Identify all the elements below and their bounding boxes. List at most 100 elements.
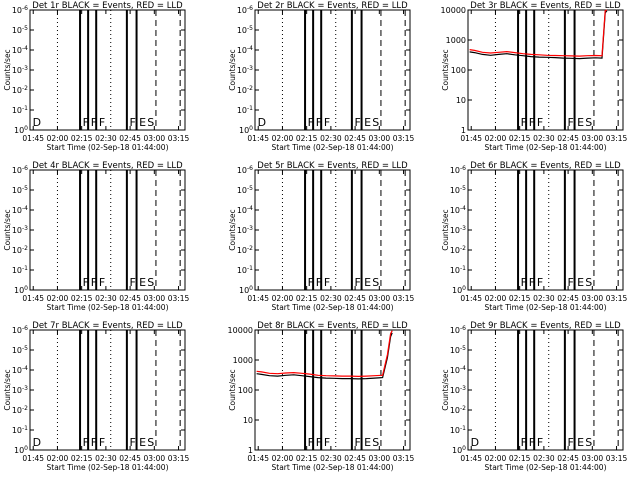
flag-letter: F xyxy=(521,116,527,129)
flag-letter: F xyxy=(316,436,322,449)
flag-letter: F xyxy=(537,436,543,449)
x-tick-label: 03:00 xyxy=(369,294,391,303)
y-tick-label: 10-3 xyxy=(450,225,466,235)
y-tick-label: 10-3 xyxy=(237,225,253,235)
x-tick-label: 02:15 xyxy=(296,294,318,303)
x-axis-label: Start Time (02-Sep-18 01:44:00) xyxy=(47,303,169,312)
series-line-lld xyxy=(256,330,393,378)
x-tick-label: 03:00 xyxy=(144,454,166,463)
x-tick-label: 02:30 xyxy=(95,134,117,143)
flag-letter: F xyxy=(537,276,543,289)
flag-letter: S xyxy=(372,116,379,129)
y-tick-label: 100 xyxy=(14,445,28,455)
x-tick-label: 02:00 xyxy=(47,134,69,143)
x-tick-label: 02:45 xyxy=(119,134,141,143)
y-tick-label: 10-2 xyxy=(12,85,28,95)
plot-frame xyxy=(254,329,411,451)
y-tick-label: 10-6 xyxy=(12,325,28,335)
x-tick-label: 02:30 xyxy=(95,454,117,463)
x-tick-label: 02:15 xyxy=(509,294,531,303)
x-tick-label: 01:45 xyxy=(247,294,269,303)
flag-letter: S xyxy=(147,116,154,129)
flag-letter: F xyxy=(83,276,89,289)
y-tick-label: 10-6 xyxy=(450,165,466,175)
x-tick-label: 03:00 xyxy=(582,454,604,463)
x-tick-label: 02:00 xyxy=(272,454,294,463)
x-tick-label: 02:00 xyxy=(47,454,69,463)
flag-letter: F xyxy=(529,276,535,289)
y-tick-label: 10-5 xyxy=(237,185,253,195)
flag-letter: S xyxy=(585,276,592,289)
y-tick-label: 10-4 xyxy=(237,45,253,55)
series-line-events xyxy=(256,332,393,380)
flag-letter: F xyxy=(567,436,573,449)
panel-title: Det 1r BLACK = Events, RED = LLD xyxy=(32,1,183,11)
y-axis-label: Counts/sec xyxy=(441,49,450,90)
flag-letter: F xyxy=(99,116,105,129)
y-tick-label: 1000 xyxy=(446,36,466,45)
panel-title: Det 6r BLACK = Events, RED = LLD xyxy=(470,161,621,171)
y-tick-label: 10-1 xyxy=(12,105,28,115)
flag-letter: D xyxy=(258,116,266,129)
y-tick-label: 10-3 xyxy=(12,385,28,395)
x-tick-label: 02:30 xyxy=(95,294,117,303)
flag-letter: E xyxy=(139,436,146,449)
y-tick-label: 10-4 xyxy=(12,365,28,375)
flag-letter: F xyxy=(308,276,314,289)
y-tick-label: 10-4 xyxy=(12,205,28,215)
flag-letter: E xyxy=(139,116,146,129)
flag-letter: S xyxy=(372,276,379,289)
flag-letter: D xyxy=(471,436,479,449)
plot-frame xyxy=(254,169,411,291)
flag-letter: F xyxy=(316,276,322,289)
flag-letter: E xyxy=(577,276,584,289)
y-tick-label: 10-2 xyxy=(237,85,253,95)
y-tick-label: 100 xyxy=(239,125,253,135)
y-tick-label: 10-5 xyxy=(12,25,28,35)
x-tick-label: 02:00 xyxy=(485,134,507,143)
x-tick-label: 02:30 xyxy=(320,294,342,303)
flag-letter: F xyxy=(129,436,135,449)
x-tick-label: 02:30 xyxy=(533,454,555,463)
flag-letter: F xyxy=(83,436,89,449)
y-tick-label: 10-1 xyxy=(450,265,466,275)
series-line-lld xyxy=(469,9,608,57)
y-tick-label: 10-5 xyxy=(12,345,28,355)
x-tick-label: 03:15 xyxy=(168,134,190,143)
y-tick-label: 10-3 xyxy=(12,225,28,235)
x-tick-label: 02:15 xyxy=(71,454,93,463)
y-axis-label: Counts/sec xyxy=(3,369,12,410)
y-tick-label: 10-4 xyxy=(12,45,28,55)
plot-frame xyxy=(467,169,624,291)
x-tick-label: 02:00 xyxy=(47,294,69,303)
y-tick-label: 10 xyxy=(243,416,253,425)
y-tick-label: 10-4 xyxy=(237,205,253,215)
x-tick-label: 02:15 xyxy=(296,134,318,143)
y-tick-label: 1000 xyxy=(233,356,253,365)
y-tick-label: 10-5 xyxy=(12,185,28,195)
x-tick-label: 02:45 xyxy=(344,454,366,463)
flag-letter: S xyxy=(147,436,154,449)
x-axis-label: Start Time (02-Sep-18 01:44:00) xyxy=(272,463,394,472)
x-tick-label: 02:00 xyxy=(485,294,507,303)
x-axis-label: Start Time (02-Sep-18 01:44:00) xyxy=(272,303,394,312)
plot-frame xyxy=(254,9,411,131)
flag-letter: F xyxy=(316,116,322,129)
y-tick-label: 10-1 xyxy=(237,105,253,115)
flag-letter: F xyxy=(91,116,97,129)
flag-letter: S xyxy=(585,436,592,449)
panel-title: Det 4r BLACK = Events, RED = LLD xyxy=(32,161,183,171)
x-axis-label: Start Time (02-Sep-18 01:44:00) xyxy=(47,463,169,472)
x-tick-label: 02:30 xyxy=(533,294,555,303)
x-tick-label: 03:15 xyxy=(168,454,190,463)
flag-letter: F xyxy=(529,116,535,129)
flag-letter: F xyxy=(308,116,314,129)
x-tick-label: 02:00 xyxy=(272,134,294,143)
x-tick-label: 01:45 xyxy=(247,134,269,143)
